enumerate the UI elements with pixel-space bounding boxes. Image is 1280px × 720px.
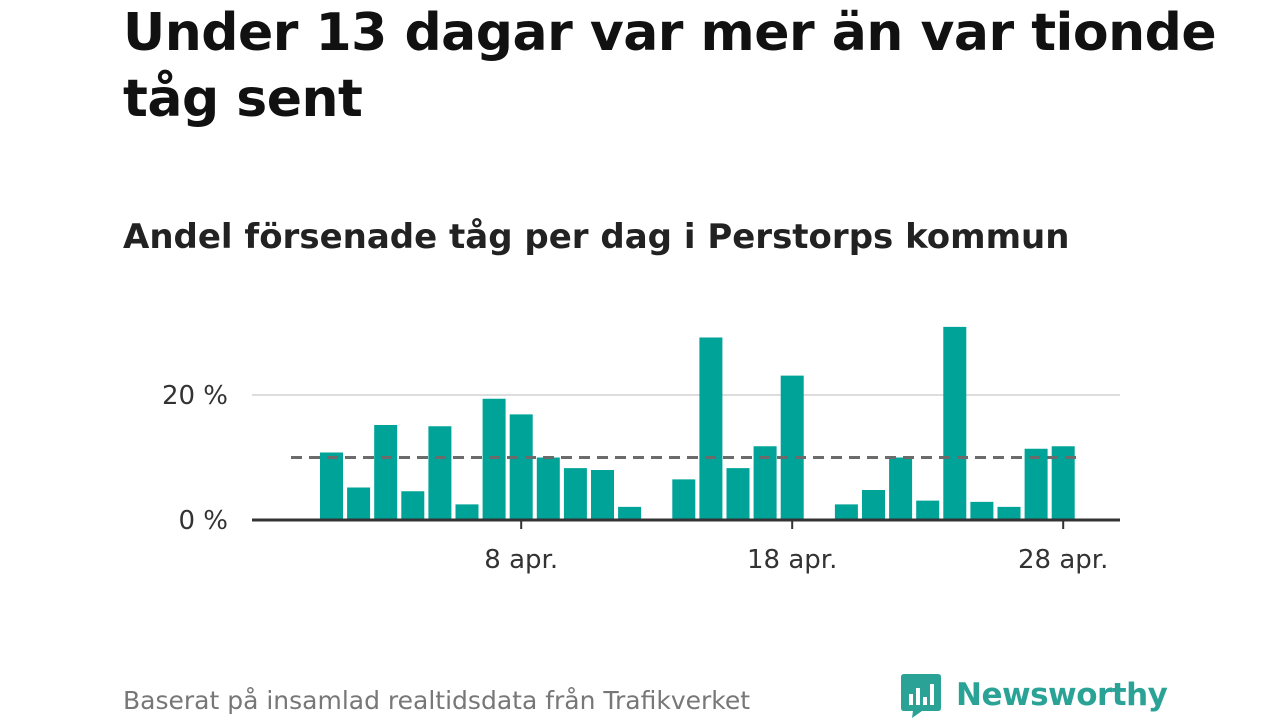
bar: [1024, 448, 1048, 520]
source-note: Baserat på insamlad realtidsdata från Tr…: [123, 686, 751, 715]
bar: [970, 501, 994, 520]
bar: [1051, 446, 1075, 520]
x-tick-label: 28 apr.: [1018, 545, 1108, 575]
bar: [699, 337, 723, 520]
bar: [401, 491, 425, 520]
bar: [509, 414, 533, 520]
brand-logo: Newsworthy: [900, 670, 1168, 720]
x-tick-label: 8 apr.: [484, 545, 558, 575]
bar: [753, 446, 777, 520]
bar: [780, 375, 804, 520]
bar: [672, 479, 696, 520]
bar: [726, 468, 750, 520]
bar: [374, 425, 398, 520]
brand-name: Newsworthy: [956, 677, 1168, 713]
bar: [943, 326, 967, 520]
bar: [862, 490, 885, 520]
bar: [482, 398, 506, 520]
headline: Under 13 dagar var mer än var tionde tåg…: [123, 3, 1217, 129]
bar: [997, 506, 1021, 520]
axes: 0 % 20 % 8 apr. 18 apr. 28 apr.: [162, 381, 1120, 575]
y-tick-label: 0 %: [178, 506, 228, 536]
newsworthy-logo-icon: [901, 674, 941, 718]
bars: [320, 326, 1075, 520]
bar: [320, 452, 343, 520]
bar: [618, 506, 642, 520]
bar: [834, 504, 858, 520]
chart-subtitle: Andel försenade tåg per dag i Perstorps …: [123, 217, 1070, 257]
bar: [347, 487, 371, 520]
x-tick-label: 18 apr.: [747, 545, 837, 575]
bar: [591, 470, 614, 520]
bar: [889, 457, 913, 520]
bar: [563, 468, 587, 520]
bar: [455, 504, 479, 520]
y-tick-label: 20 %: [162, 381, 228, 411]
bar: [428, 426, 452, 520]
bar: [536, 457, 560, 520]
bar: [916, 500, 940, 520]
